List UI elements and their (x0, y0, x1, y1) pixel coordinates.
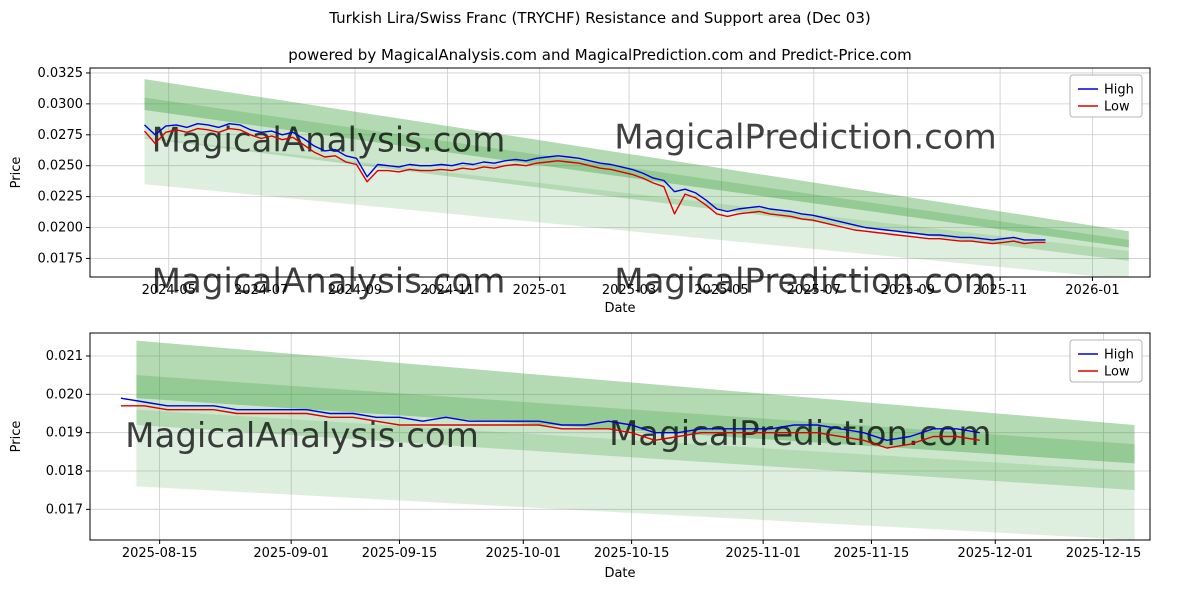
x-tick-label: 2025-07 (787, 283, 841, 298)
x-axis: 2025-08-15 2025-09-01 2025-09-15 2025-10-01… (122, 540, 1142, 561)
grid (90, 68, 1150, 277)
legend-label: High (1104, 83, 1134, 98)
high-line (144, 123, 1046, 241)
x-tick-label: 2025-11 (973, 283, 1027, 298)
watermark-text: MagicalPrediction.com (614, 117, 997, 157)
y-tick-label: 0.0175 (38, 251, 84, 266)
x-tick-label: 2026-01 (1065, 283, 1119, 298)
support-resistance-bands (136, 340, 1135, 540)
y-tick-label: 0.017 (46, 502, 83, 517)
x-tick-label: 2025-09-15 (362, 546, 438, 561)
price-chart-zoom: MagicalAnalysis.com MagicalPrediction.com… (9, 332, 1151, 581)
legend-label: Low (1104, 365, 1130, 380)
x-tick-label: 2025-12-01 (957, 546, 1033, 561)
y-axis-label: Price (9, 421, 24, 453)
legend: High Low (1069, 339, 1143, 383)
y-tick-label: 0.0200 (38, 221, 84, 236)
x-tick-label: 2024-09 (328, 283, 382, 298)
x-tick-label: 2025-03 (602, 283, 656, 298)
x-axis-label: Date (604, 301, 635, 316)
plot-border (89, 332, 1151, 541)
y-tick-label: 0.021 (46, 349, 83, 364)
x-tick-label: 2024-05 (142, 283, 196, 298)
legend-label: Low (1104, 100, 1130, 115)
y-tick-label: 0.020 (46, 387, 83, 402)
y-tick-label: 0.0325 (38, 66, 84, 81)
y-axis: 0.017 0.018 0.019 0.020 0.021 (46, 349, 90, 517)
y-axis: 0.0175 0.0200 0.0225 0.0250 0.0275 0.0300 0.03… (38, 66, 90, 266)
x-tick-label: 2025-08-15 (122, 546, 198, 561)
low-line (120, 405, 980, 449)
band-polygon (144, 79, 1129, 248)
watermarks: MagicalAnalysis.com MagicalPrediction.com… (152, 117, 997, 301)
y-axis-label: Price (9, 157, 24, 189)
y-tick-label: 0.0250 (38, 159, 84, 174)
watermark-text: MagicalAnalysis.com (125, 416, 479, 456)
figure-title: Turkish Lira/Swiss Franc (TRYCHF) Resist… (329, 9, 871, 27)
x-tick-label: 2024-07 (234, 283, 288, 298)
watermark-text: MagicalPrediction.com (614, 262, 997, 302)
watermarks: MagicalAnalysis.com MagicalPrediction.com (125, 414, 991, 456)
watermark-text: MagicalAnalysis.com (152, 121, 506, 161)
plot-border (89, 67, 1151, 278)
grid (90, 333, 1150, 540)
x-tick-label: 2025-11-15 (834, 546, 910, 561)
y-tick-label: 0.0275 (38, 128, 84, 143)
watermark-text: MagicalPrediction.com (609, 414, 992, 454)
x-tick-label: 2025-11-01 (725, 546, 801, 561)
x-tick-label: 2025-12-15 (1066, 546, 1142, 561)
y-tick-label: 0.019 (46, 426, 83, 441)
price-chart-main: MagicalAnalysis.com MagicalPrediction.com… (9, 66, 1151, 316)
low-line (143, 127, 1046, 245)
x-tick-label: 2025-05 (694, 283, 748, 298)
x-tick-label: 2025-10-01 (486, 546, 562, 561)
x-tick-label: 2025-09-01 (253, 546, 329, 561)
x-axis-label: Date (604, 566, 635, 581)
band-polygon (136, 409, 1135, 540)
band-polygon (136, 375, 1135, 491)
legend: High Low (1069, 74, 1143, 118)
high-line (120, 397, 980, 442)
watermark-text: MagicalAnalysis.com (152, 262, 506, 302)
legend-label: High (1104, 348, 1134, 363)
y-tick-label: 0.0300 (38, 97, 84, 112)
figure-subtitle: powered by MagicalAnalysis.com and Magic… (288, 46, 912, 64)
x-tick-label: 2025-09 (881, 283, 935, 298)
y-tick-label: 0.0225 (38, 190, 84, 205)
band-polygon (144, 137, 1129, 277)
x-tick-label: 2024-11 (420, 283, 474, 298)
support-resistance-bands (144, 79, 1129, 277)
x-axis: 2024-05 2024-07 2024-09 2024-11 2025-01 2025-… (142, 277, 1120, 298)
x-tick-label: 2025-10-15 (594, 546, 670, 561)
band-polygon (136, 340, 1135, 464)
band-polygon (144, 97, 1129, 261)
x-tick-label: 2025-01 (513, 283, 567, 298)
y-tick-label: 0.018 (46, 464, 83, 479)
